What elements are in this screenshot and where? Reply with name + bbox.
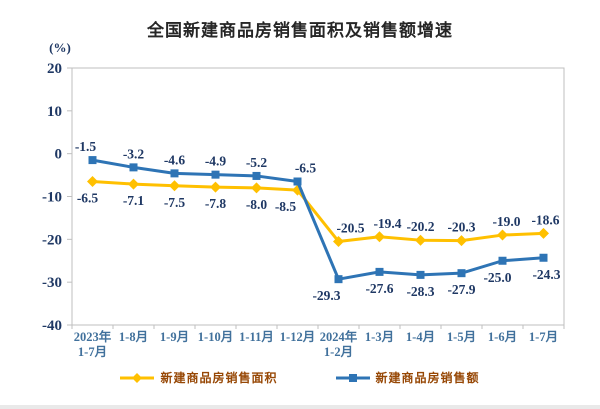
chart-title: 全国新建商品房销售面积及销售额增速: [147, 21, 453, 40]
legend-item-amount: 新建商品房销售额: [335, 369, 480, 386]
data-point-label: -5.2: [246, 155, 268, 170]
data-point-label: -24.3: [532, 267, 560, 282]
legend-label: 新建商品房销售额: [375, 371, 480, 385]
data-point-marker: [252, 171, 261, 180]
x-axis-category-label: 1-4月: [406, 330, 435, 344]
y-axis-tick-label: 10: [47, 104, 62, 120]
data-point-marker: [498, 256, 507, 265]
data-point-label: -18.6: [531, 212, 559, 227]
x-axis-category-label: 1-9月: [160, 330, 189, 344]
y-axis-tick-label: 0: [55, 147, 63, 163]
y-axis-tick-label: 20: [47, 61, 62, 77]
data-point-marker: [211, 170, 220, 179]
x-axis-category-label: 2024年 1-2月: [320, 329, 358, 359]
y-axis-unit-label: (%): [49, 40, 71, 55]
x-axis-category-label: 1-7月: [529, 330, 558, 344]
data-point-label: -8.5: [275, 199, 297, 214]
data-point-marker: [416, 270, 425, 279]
data-point-label: -20.5: [336, 220, 364, 235]
data-point-marker: [169, 180, 180, 192]
data-point-marker: [538, 227, 549, 239]
series-line-area: [91, 180, 545, 243]
data-point-label: -19.0: [492, 214, 520, 229]
page-bottom-edge: [0, 405, 600, 409]
data-point-label: -28.3: [406, 284, 434, 299]
legend-label: 新建商品房销售面积: [160, 371, 278, 385]
x-axis-category-label: 1-3月: [365, 330, 394, 344]
y-axis-tick-label: -20: [42, 232, 62, 248]
x-axis-category-label: 1-6月: [488, 330, 517, 344]
data-point-marker: [456, 235, 467, 247]
data-point-marker: [374, 231, 385, 243]
data-point-label: -3.2: [123, 146, 145, 161]
data-point-label: -27.9: [447, 282, 475, 297]
data-point-label: -4.6: [164, 152, 186, 167]
x-axis-category-label: 1-12月: [280, 330, 315, 344]
data-point-marker: [334, 275, 343, 284]
data-point-label: -1.5: [75, 139, 97, 154]
x-axis-category-label: 1-11月: [239, 330, 274, 344]
data-point-label: -8.0: [246, 197, 268, 212]
series-line-amount: [91, 158, 545, 281]
y-axis-tick-label: -40: [42, 318, 62, 334]
data-point-label: -20.2: [406, 219, 434, 234]
data-point-marker: [333, 235, 344, 247]
data-point-marker: [457, 269, 466, 278]
x-axis-category-label: 1-5月: [447, 330, 476, 344]
data-point-label: -27.6: [365, 281, 393, 296]
y-axis-tick-label: -30: [42, 275, 62, 291]
diamond-line-legend-icon: [120, 372, 155, 383]
y-axis-tick-label: -10: [42, 190, 62, 206]
data-point-marker: [210, 181, 221, 193]
data-point-marker: [539, 253, 548, 262]
data-point-marker: [293, 177, 302, 186]
data-point-marker: [497, 229, 508, 241]
data-point-marker: [375, 267, 384, 276]
plot-border: [71, 67, 565, 326]
data-point-label: -25.0: [483, 270, 511, 285]
data-point-label: -19.4: [373, 216, 401, 231]
data-point-marker: [129, 163, 138, 172]
data-point-marker: [170, 169, 179, 178]
data-point-label: -20.3: [447, 220, 475, 235]
legend-item-area: 新建商品房销售面积: [120, 369, 277, 386]
data-point-marker: [87, 176, 98, 188]
data-point-label: -29.3: [312, 288, 340, 303]
data-point-marker: [415, 234, 426, 246]
square-line-legend-icon: [335, 373, 370, 382]
chart-legend: 新建商品房销售面积 新建商品房销售额: [0, 369, 600, 386]
data-point-marker: [251, 182, 262, 194]
data-point-marker: [88, 156, 97, 165]
data-point-marker: [128, 178, 139, 190]
data-point-label: -7.8: [205, 196, 227, 211]
x-axis-category-label: 1-8月: [119, 330, 148, 344]
data-point-label: -7.1: [123, 193, 145, 208]
x-axis-category-label: 1-10月: [198, 330, 233, 344]
data-point-label: -7.5: [164, 195, 186, 210]
data-point-label: -6.5: [77, 191, 99, 206]
x-axis-category-label: 2023年 1-7月: [74, 329, 112, 359]
data-point-label: -6.5: [295, 161, 317, 176]
data-point-label: -4.9: [205, 154, 227, 169]
